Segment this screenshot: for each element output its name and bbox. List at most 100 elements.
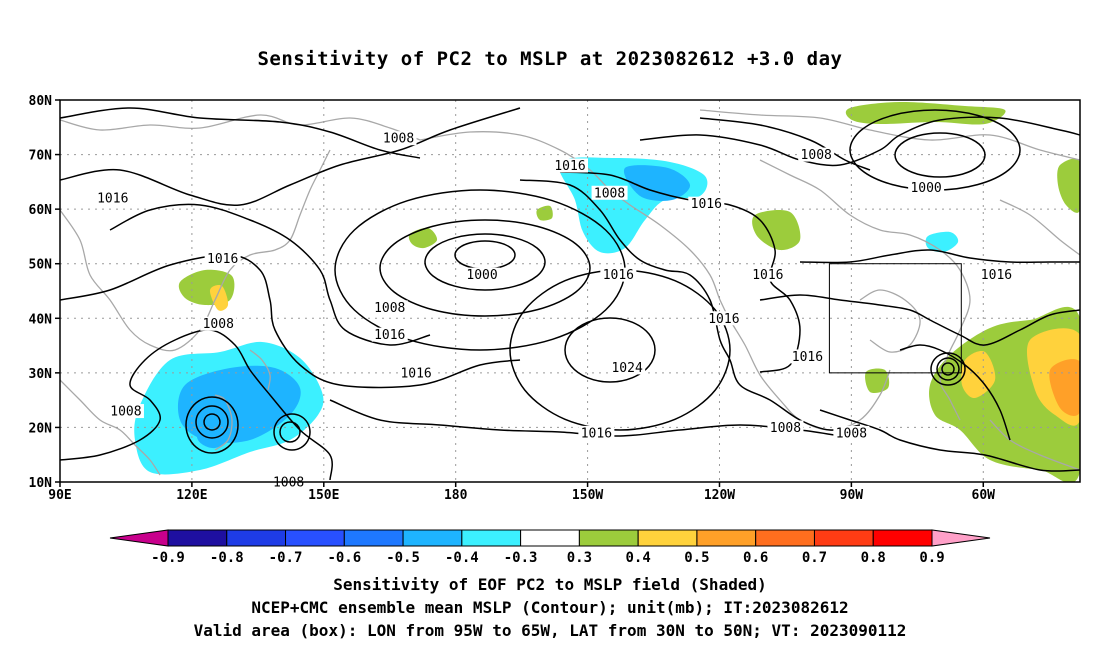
colorbar-label: -0.5: [386, 550, 420, 566]
sensitivity-region: [623, 165, 691, 201]
isobar: [759, 294, 1080, 346]
sensitivity-region: [536, 205, 553, 221]
contour-label: 1008: [273, 476, 304, 491]
contour-label-bg: [600, 267, 637, 282]
isobar: [509, 269, 731, 431]
colorbar-swatch: [285, 529, 345, 547]
contour-label: 1016: [792, 350, 823, 365]
lat-tick-label: 50N: [29, 258, 53, 273]
isobar: [279, 421, 301, 443]
lon-tick-label: 150W: [572, 488, 603, 503]
coastline: [859, 289, 921, 353]
sensitivity-region: [752, 210, 801, 251]
lon-tick-label: 60W: [972, 488, 996, 503]
contour-label-bg: [908, 180, 945, 195]
colorbar-swatch: [520, 529, 580, 547]
contour-label: 1016: [752, 268, 783, 283]
sensitivity-region: [1057, 158, 1080, 213]
contour-label-bg: [107, 404, 144, 419]
colorbar-low-arrow: [109, 529, 169, 547]
contour-label: 1008: [801, 148, 832, 163]
sensitivity-region: [865, 368, 890, 394]
colorbar-label: -0.9: [151, 550, 185, 566]
colorbar-high-arrow: [931, 529, 991, 547]
contour-label-bg: [705, 311, 742, 326]
contour-label-bg: [371, 300, 408, 315]
lon-tick-label: 150E: [308, 488, 339, 503]
contour-label: 1000: [910, 181, 941, 196]
lon-tick-label: 90W: [840, 488, 864, 503]
isobar: [930, 352, 966, 386]
contour-label: 1016: [554, 159, 585, 174]
contour-label-bg: [978, 267, 1015, 282]
isobar: [559, 171, 801, 373]
isobar: [60, 329, 333, 481]
contour-label-bg: [398, 365, 435, 380]
sensitivity-region: [845, 101, 1006, 125]
isobar: [109, 203, 431, 346]
colorbar-swatch: [872, 529, 933, 547]
isobar: [639, 116, 1080, 167]
contour-label-bg: [798, 147, 835, 162]
contour-label: 1000: [466, 268, 497, 283]
coastline: [989, 419, 1080, 471]
contour-label: 1016: [400, 366, 431, 381]
colorbar-label: -0.3: [504, 550, 538, 566]
isobar: [273, 413, 311, 451]
lon-tick-label: 120W: [704, 488, 735, 503]
contour-label: 1008: [110, 405, 141, 420]
lon-tick-label: 90E: [48, 488, 71, 503]
contour-label: 1016: [207, 252, 238, 267]
isobar: [564, 317, 656, 383]
colorbar-label: -0.6: [327, 550, 361, 566]
isobar: [334, 189, 626, 351]
caption-line-2: NCEP+CMC ensemble mean MSLP (Contour); u…: [251, 598, 849, 617]
isobar: [424, 233, 546, 291]
lat-tick-label: 70N: [29, 149, 53, 164]
colorbar-label: -0.7: [269, 550, 303, 566]
contour-label: 1008: [770, 421, 801, 436]
lon-tick-label: 120E: [176, 488, 207, 503]
isobar: [936, 357, 960, 381]
isobar: [60, 107, 521, 207]
coastline: [999, 199, 1080, 256]
contour-label: 1024: [611, 361, 642, 376]
contour-label: 1008: [383, 132, 414, 147]
isobar: [899, 344, 1011, 441]
colorbar-swatch: [813, 529, 874, 547]
colorbar-swatch: [402, 529, 463, 547]
isobar: [799, 249, 1080, 264]
lat-tick-label: 40N: [29, 312, 53, 327]
contour-label: 1016: [708, 312, 739, 327]
contour-label: 1008: [203, 317, 234, 332]
contour-label-bg: [609, 360, 646, 375]
colorbar-label: -0.4: [445, 550, 479, 566]
isobar: [195, 405, 229, 439]
contour-label-bg: [371, 327, 408, 342]
isobar: [203, 413, 221, 431]
contour-label-bg: [789, 349, 826, 364]
colorbar-swatch: [578, 529, 639, 547]
contour-label-bg: [688, 196, 725, 211]
caption-line-1: Sensitivity of EOF PC2 to MSLP field (Sh…: [333, 575, 767, 594]
coastline: [214, 394, 233, 451]
contour-label-bg: [767, 420, 804, 435]
lon-tick-label: 180: [444, 488, 468, 503]
contour-label: 1016: [691, 197, 722, 212]
colorbar: -0.9 -0.8 -0.7 -0.6 -0.5 -0.4 -0.3 0.3 0.4 0.5 0.6…: [109, 529, 991, 566]
contour-label-bg: [749, 267, 786, 282]
colorbar-swatch: [696, 529, 757, 547]
colorbar-swatch: [343, 529, 404, 547]
colorbar-label: -0.8: [210, 550, 244, 566]
caption-line-3: Valid area (box): LON from 95W to 65W, L…: [193, 621, 907, 640]
colorbar-label: 0.5: [684, 550, 709, 566]
contour-label-bg: [552, 158, 588, 173]
isobar: [699, 117, 871, 171]
contour-label-bg: [380, 131, 417, 146]
lat-tick-label: 60N: [29, 203, 53, 218]
map-frame: [59, 99, 1081, 483]
contour-label-bg: [464, 267, 501, 282]
contour-label: 1008: [374, 301, 405, 316]
lat-tick-label: 80N: [29, 94, 53, 109]
